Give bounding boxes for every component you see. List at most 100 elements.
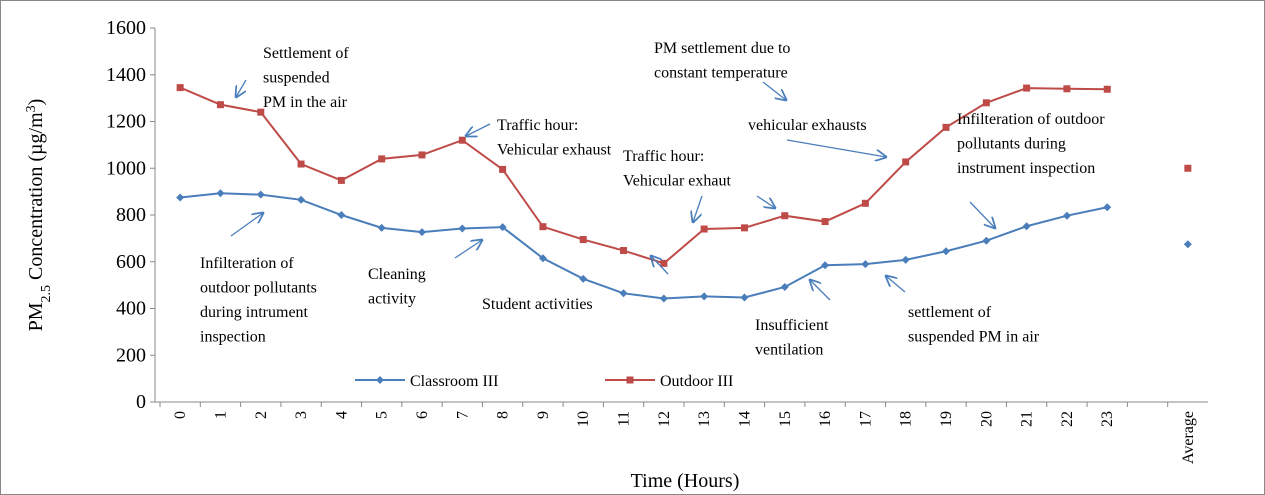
y-tick-label: 1600: [106, 17, 146, 39]
legend-label: Classroom III: [410, 373, 498, 390]
annotation: Traffic hour:: [623, 148, 704, 165]
y-tick-label: 400: [116, 298, 146, 320]
y-tick-label: 200: [116, 344, 146, 366]
x-tick-label: 4: [333, 411, 350, 419]
point: [337, 176, 345, 184]
x-tick-label: 9: [535, 411, 552, 419]
point: [901, 255, 910, 264]
x-tick-label: 14: [736, 411, 753, 427]
annotation: outdoor pollutants: [200, 280, 317, 297]
x-tick-label: 13: [696, 411, 713, 427]
annotation: pollutants during: [957, 136, 1066, 153]
x-tick-label: 3: [293, 411, 310, 419]
annotation: suspended: [263, 70, 330, 87]
point: [216, 189, 225, 198]
point: [539, 223, 547, 231]
x-tick-label: 12: [656, 411, 673, 427]
y-tick-label: 1400: [106, 64, 146, 86]
annotation: constant temperature: [654, 65, 788, 82]
point: [1184, 164, 1192, 172]
point: [942, 247, 950, 256]
x-tick-label: 17: [857, 411, 874, 427]
y-title-part: ): [25, 99, 47, 106]
point: [337, 211, 346, 219]
x-tick-label: 20: [978, 411, 995, 427]
annotation: Traffic hour:: [497, 117, 578, 134]
x-tick-label: 7: [454, 411, 471, 419]
x-tick-label: 22: [1059, 411, 1076, 427]
point: [659, 294, 668, 303]
annotation-arrow: [762, 81, 786, 100]
point: [619, 289, 628, 298]
annotation-arrow: [969, 201, 995, 228]
annotation-arrow: [236, 79, 247, 97]
point: [579, 274, 588, 283]
point: [176, 84, 184, 92]
point: [418, 228, 426, 237]
point: [821, 261, 830, 270]
x-tick-label: 8: [495, 411, 512, 419]
point: [1063, 85, 1071, 93]
point: [1023, 84, 1031, 92]
point: [377, 223, 386, 232]
x-tick-label: 15: [777, 411, 794, 427]
point: [700, 292, 709, 301]
point: [1062, 211, 1071, 220]
annotation-arrow: [756, 195, 775, 208]
annotation: PM settlement due to: [654, 40, 790, 57]
point: [458, 136, 466, 144]
x-axis-title: Time (Hours): [631, 470, 740, 492]
y-title-part: Concentration (µg/m: [25, 112, 47, 285]
x-tick-label: 2: [253, 411, 270, 419]
x-tick-label: 19: [938, 411, 955, 427]
annotation: instrument inspection: [957, 160, 1095, 177]
annotation: Vehicular exhaut: [623, 173, 732, 190]
x-tick-label: 6: [414, 411, 431, 419]
annotation-arrow: [454, 240, 482, 259]
annotation: PM in the air: [263, 94, 348, 111]
point: [982, 236, 991, 245]
point: [1103, 85, 1111, 93]
point: [418, 151, 426, 159]
point: [499, 165, 507, 173]
annotation-arrow: [886, 276, 906, 293]
point: [458, 224, 467, 233]
x-tick-label: 16: [817, 411, 834, 427]
x-tick-label: Average: [1180, 411, 1197, 464]
annotation: Infilteration of outdoor: [957, 111, 1105, 128]
annotation: during intrument: [200, 304, 309, 321]
y-title-sup: 3: [24, 105, 39, 112]
annotation: activity: [368, 291, 416, 308]
x-tick-label: 11: [616, 411, 633, 426]
point: [740, 224, 748, 232]
y-tick-label: 1200: [106, 111, 146, 133]
point: [538, 254, 547, 263]
point: [740, 293, 749, 302]
point: [297, 195, 306, 204]
legend-marker: [626, 376, 634, 384]
point: [579, 236, 587, 244]
x-tick-label: 5: [374, 411, 391, 419]
x-tick-label: 10: [575, 411, 592, 427]
x-tick-label: 1: [212, 411, 229, 419]
point: [982, 99, 990, 107]
annotation: Settlement of: [263, 45, 349, 62]
x-tick-label: 23: [1099, 411, 1116, 427]
point: [902, 158, 910, 166]
point: [256, 190, 265, 199]
point: [861, 260, 870, 269]
point: [498, 223, 507, 232]
y-title-sub: 2.5: [39, 285, 54, 303]
y-tick-label: 800: [116, 204, 146, 226]
annotation: inspection: [200, 329, 266, 346]
annotation-arrow: [810, 280, 831, 301]
y-tick-label: 0: [136, 391, 146, 413]
point: [1022, 222, 1031, 231]
y-tick-label: 600: [116, 251, 146, 273]
annotation-arrow: [651, 256, 669, 275]
annotation: Infilteration of: [200, 255, 294, 272]
point: [620, 247, 628, 255]
annotation: suspended PM in air: [908, 329, 1040, 346]
